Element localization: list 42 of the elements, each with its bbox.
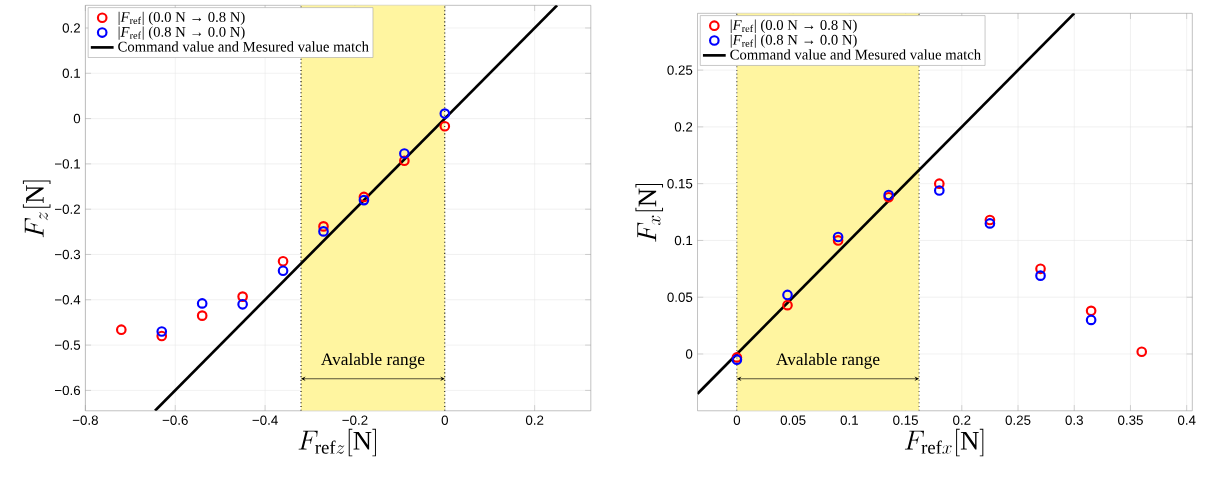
y-tick-label: −0.2 xyxy=(54,204,80,214)
x-axis-title: $F_{\mathrm{ref}z}[\mathrm{N}]$ xyxy=(298,428,376,457)
y-axis-title: $F_{z}[\mathrm{N}]$ xyxy=(22,180,51,237)
x-tick-label: −0.6 xyxy=(162,415,188,425)
x-tick-label: 0.35 xyxy=(1118,415,1143,425)
y-tick-label: −0.6 xyxy=(54,385,81,395)
y-tick-label: −0.5 xyxy=(54,340,81,350)
y-tick-label: 0.1 xyxy=(62,68,81,78)
x-tick-label: −0.4 xyxy=(252,415,278,425)
y-tick-label: −0.3 xyxy=(54,249,81,259)
legend-label: Command value and Mesured value match xyxy=(118,41,369,52)
x-tick-label: 0 xyxy=(441,415,448,425)
x-tick-label: 0.1 xyxy=(840,415,858,425)
x-axis-title: $F_{\mathrm{ref}x}[\mathrm{N}]$ xyxy=(904,428,984,457)
y-tick-label: 0.25 xyxy=(667,65,693,75)
y-tick-label: 0.2 xyxy=(62,23,80,33)
y-tick-label: 0.2 xyxy=(674,121,693,132)
y-tick-label: −0.1 xyxy=(54,158,81,169)
y-tick-label: 0.05 xyxy=(667,292,693,302)
band-label: Avalable range xyxy=(776,352,880,369)
y-tick-label: −0.4 xyxy=(54,294,81,305)
x-tick-label: 0.2 xyxy=(953,415,971,425)
y-axis-title: $F_{x}[\mathrm{N}]$ xyxy=(635,183,664,242)
x-tick-label: 0.05 xyxy=(780,415,806,425)
y-tick-label: 0.15 xyxy=(667,178,693,189)
x-tick-label: −0.2 xyxy=(342,415,368,425)
y-tick-label: 0 xyxy=(685,349,693,359)
x-tick-label: 0 xyxy=(733,415,741,425)
y-tick-label: 0.1 xyxy=(674,235,693,245)
legend-label: |F$_{ref}$| (0.0 N → 0.8 N) xyxy=(730,19,857,33)
x-tick-label: 0.4 xyxy=(1177,415,1196,425)
legend-label: |F$_{ref}$| (0.0 N → 0.8 N) xyxy=(118,11,245,25)
x-tick-label: 0.2 xyxy=(525,415,544,425)
legend-label: |F$_{ref}$| (0.8 N → 0.0 N) xyxy=(730,34,857,48)
band-label: Avalable range xyxy=(321,352,425,369)
legend-label: |F$_{ref}$| (0.8 N → 0.0 N) xyxy=(118,26,245,40)
y-tick-label: 0 xyxy=(73,113,81,124)
x-tick-label: 0.25 xyxy=(1005,415,1031,425)
legend-label: Command value and Mesured value match xyxy=(730,49,981,60)
x-tick-label: 0.3 xyxy=(1065,415,1083,425)
x-tick-label: 0.15 xyxy=(893,415,918,425)
x-tick-label: −0.8 xyxy=(72,415,98,425)
